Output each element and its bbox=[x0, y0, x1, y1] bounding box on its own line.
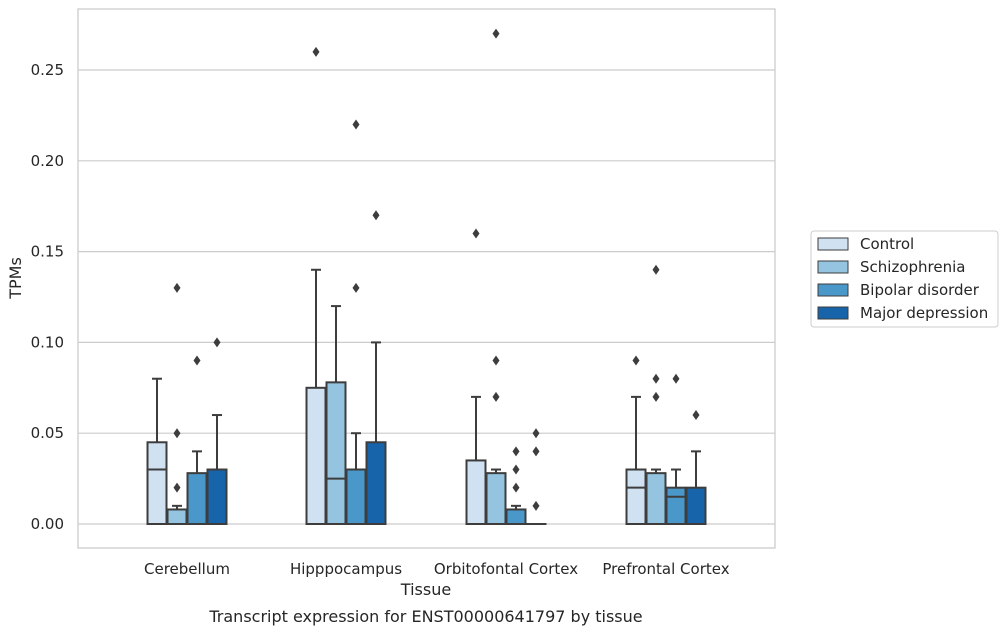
box-iqr bbox=[325, 381, 347, 525]
legend: Control Schizophrenia Bipolar disorder Majo… bbox=[810, 230, 999, 328]
chart-caption: Transcript expression for ENST0000064179… bbox=[208, 607, 642, 626]
outlier-point bbox=[512, 446, 520, 457]
box-schizophrenia bbox=[485, 468, 507, 526]
outlier-point bbox=[512, 482, 520, 493]
legend-swatch bbox=[817, 237, 849, 251]
x-tick-label: Orbitofontal Cortex bbox=[434, 560, 578, 578]
box-control bbox=[305, 268, 327, 525]
box-iqr bbox=[625, 468, 647, 525]
x-tick-labels: Cerebellum Hipppocampus Orbitofontal Corte… bbox=[144, 560, 730, 578]
y-tick-labels: 0.00 0.05 0.10 0.15 0.20 0.25 bbox=[31, 61, 64, 533]
box-control bbox=[625, 395, 647, 525]
box-control bbox=[146, 377, 168, 525]
y-tick-label: 0.00 bbox=[31, 515, 64, 533]
outlier-point bbox=[472, 228, 480, 239]
outlier-markers bbox=[173, 28, 700, 511]
legend-swatch bbox=[817, 283, 849, 297]
outlier-point bbox=[492, 355, 500, 366]
outlier-point bbox=[352, 119, 360, 130]
outlier-point bbox=[173, 282, 181, 293]
y-tick-label: 0.25 bbox=[31, 61, 64, 79]
outlier-point bbox=[352, 282, 360, 293]
box-iqr bbox=[645, 472, 667, 526]
outlier-point bbox=[532, 500, 540, 511]
x-tick-label: Prefrontal Cortex bbox=[602, 560, 729, 578]
x-tick-label: Hipppocampus bbox=[290, 560, 402, 578]
y-tick-label: 0.20 bbox=[31, 152, 64, 170]
outlier-point bbox=[372, 210, 380, 221]
box-major-depression bbox=[365, 341, 387, 525]
outlier-point bbox=[532, 446, 540, 457]
box-iqr bbox=[146, 441, 168, 525]
plot-area bbox=[77, 8, 776, 549]
box-iqr bbox=[685, 486, 707, 525]
outlier-point bbox=[652, 264, 660, 275]
box-iqr bbox=[465, 459, 487, 526]
outlier-point bbox=[632, 355, 640, 366]
y-tick-label: 0.10 bbox=[31, 333, 64, 351]
box-schizophrenia bbox=[325, 305, 347, 525]
legend-swatch bbox=[817, 260, 849, 274]
legend-label: Schizophrenia bbox=[860, 258, 965, 276]
outlier-point bbox=[492, 391, 500, 402]
boxes bbox=[146, 268, 707, 526]
outlier-point bbox=[492, 28, 500, 39]
outlier-point bbox=[652, 373, 660, 384]
outlier-point bbox=[312, 46, 320, 57]
x-tick-label: Cerebellum bbox=[144, 560, 230, 578]
box-schizophrenia bbox=[166, 504, 188, 525]
box-iqr bbox=[206, 468, 228, 525]
y-tick-label: 0.15 bbox=[31, 243, 64, 261]
box-schizophrenia bbox=[645, 468, 667, 526]
box-iqr bbox=[186, 472, 208, 526]
y-axis-label: TPMs bbox=[6, 257, 25, 300]
outlier-point bbox=[672, 373, 680, 384]
box-iqr bbox=[505, 508, 527, 525]
box-iqr bbox=[166, 508, 188, 525]
legend-label: Major depression bbox=[860, 304, 988, 322]
legend-swatch bbox=[817, 306, 849, 320]
box-iqr bbox=[345, 468, 367, 525]
box-iqr bbox=[365, 441, 387, 525]
box-major-depression bbox=[206, 414, 228, 525]
outlier-point bbox=[692, 410, 700, 421]
y-tick-label: 0.05 bbox=[31, 424, 64, 442]
legend-label: Bipolar disorder bbox=[860, 281, 980, 299]
legend-frame bbox=[810, 230, 999, 328]
x-axis-label: Tissue bbox=[400, 580, 451, 599]
outlier-point bbox=[512, 464, 520, 475]
outlier-point bbox=[652, 391, 660, 402]
outlier-point bbox=[213, 337, 221, 348]
box-iqr bbox=[665, 486, 687, 525]
outlier-point bbox=[532, 428, 540, 439]
box-control bbox=[465, 395, 487, 526]
outlier-point bbox=[173, 482, 181, 493]
box-iqr bbox=[485, 472, 507, 526]
outlier-point bbox=[193, 355, 201, 366]
legend-label: Control bbox=[860, 235, 914, 253]
box-bipolar-disorder bbox=[505, 504, 527, 525]
box-iqr bbox=[305, 386, 327, 525]
outlier-point bbox=[173, 428, 181, 439]
box-major-depression bbox=[685, 450, 707, 525]
box-bipolar-disorder bbox=[665, 468, 687, 525]
